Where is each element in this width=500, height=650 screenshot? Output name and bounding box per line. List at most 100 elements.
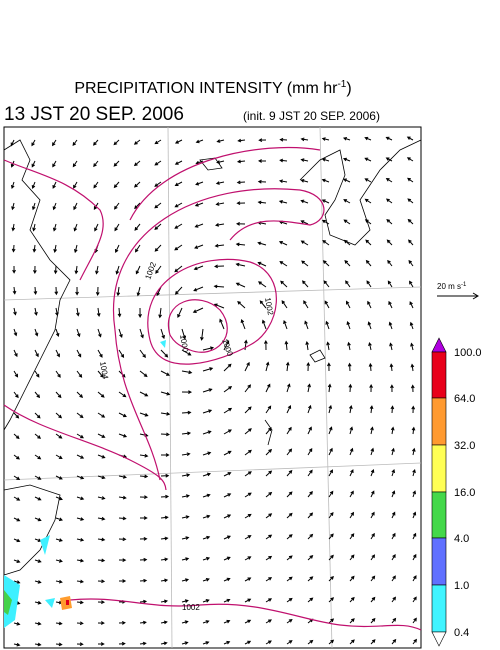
wind-arrow: [343, 178, 351, 183]
wind-arrow: [97, 391, 105, 398]
isobar: [3, 404, 167, 491]
wind-arrow: [349, 575, 355, 582]
wind-arrow: [160, 370, 170, 376]
wind-arrow: [367, 321, 372, 330]
wind-arrow: [13, 517, 21, 522]
wind-arrow: [300, 158, 309, 162]
wind-arrow: [160, 453, 170, 457]
wind-arrow: [244, 640, 252, 645]
wind-arrow: [154, 223, 162, 230]
rain-area: [40, 535, 55, 608]
wind-arrow: [244, 361, 250, 372]
wind-arrow: [286, 576, 293, 582]
wind-arrow: [306, 361, 311, 372]
wind-arrow: [300, 199, 309, 204]
wind-arrow: [115, 265, 120, 275]
wind-arrow: [76, 328, 81, 338]
colorbar-labels: 100.0 64.0 32.0 16.0 4.0 1.0 0.4: [454, 347, 482, 639]
wind-arrow: [139, 557, 148, 562]
wind-arrow: [118, 641, 126, 646]
wind-arrow: [328, 597, 335, 603]
colorbar-label: 100.0: [454, 347, 482, 359]
wind-arrow: [181, 599, 189, 603]
wind-arrow: [307, 554, 314, 561]
title-exponent: -1: [337, 79, 346, 90]
isobar: [167, 299, 228, 353]
wind-arrow: [349, 554, 355, 561]
wind-arrow: [412, 617, 417, 624]
wind-arrow: [160, 328, 165, 340]
colorbar-label: 16.0: [454, 487, 475, 499]
wind-arrow: [391, 554, 396, 561]
wind-arrow: [12, 286, 17, 295]
wind-arrow: [349, 469, 354, 477]
wind-arrow: [202, 472, 212, 477]
graticule: [3, 126, 422, 649]
wind-arrow: [385, 198, 393, 204]
wind-arrow: [349, 511, 355, 519]
wind-arrow: [410, 384, 415, 393]
wind-arrow: [34, 433, 42, 439]
wind-arrow: [349, 533, 355, 540]
wind-arrow: [55, 517, 63, 522]
wind-arrow: [223, 407, 233, 414]
wind-arrow: [154, 244, 162, 252]
wind-arrow: [370, 447, 375, 456]
wind-arrow: [76, 621, 84, 626]
colorbar-bin: [431, 444, 447, 493]
wind-arrow: [72, 139, 78, 146]
wind-arrow: [154, 181, 162, 187]
wind-arrow: [76, 600, 84, 605]
wind-scale-text: 20 m s: [437, 282, 461, 291]
wind-arrow: [286, 383, 291, 393]
wind-arrow: [195, 181, 204, 186]
wind-arrow: [194, 202, 204, 207]
wind-arrow: [391, 532, 396, 540]
wind-arrow: [31, 160, 36, 168]
wind-arrow: [321, 219, 330, 225]
wind-arrow: [181, 410, 192, 415]
wind-arrow: [258, 281, 267, 288]
wind-arrow: [55, 349, 60, 358]
wind-arrow: [347, 362, 352, 372]
wind-arrow: [279, 137, 288, 142]
wind-arrow: [307, 597, 314, 603]
wind-arrow: [391, 575, 396, 582]
wind-arrow: [328, 469, 333, 477]
isobar-label: 1002: [263, 297, 275, 317]
wind-arrow: [261, 319, 267, 330]
wind-arrow: [342, 157, 351, 162]
wind-arrow: [322, 260, 330, 267]
wind-arrow: [370, 532, 375, 540]
wind-arrow: [10, 139, 15, 147]
wind-arrow: [223, 450, 232, 456]
wind-arrow: [55, 579, 63, 584]
map-area: 1002 1000 1002 1004 1000 1002: [3, 126, 422, 649]
wind-arrow: [194, 223, 204, 228]
wind-arrow: [328, 575, 334, 582]
wind-arrow: [304, 320, 309, 330]
grid-line: [167, 126, 173, 649]
wind-arrow: [97, 454, 106, 459]
wind-arrow: [134, 244, 141, 253]
wind-arrow: [307, 533, 314, 540]
wind-arrow: [387, 280, 393, 288]
wind-arrow: [55, 475, 63, 480]
wind-arrow: [13, 642, 21, 647]
wind-arrow: [97, 433, 106, 438]
wind-arrow: [365, 239, 372, 246]
wind-arrow: [34, 496, 42, 501]
wind-arrow: [202, 346, 215, 351]
precipitation: [4, 340, 166, 628]
wind-arrow: [265, 383, 271, 393]
wind-arrow: [54, 286, 59, 296]
wind-arrow: [13, 475, 21, 481]
wind-arrow: [343, 239, 351, 246]
wind-arrow: [136, 286, 141, 297]
wind-arrow: [133, 139, 141, 145]
wind-arrow: [97, 558, 106, 563]
wind-arrow: [10, 181, 15, 189]
wind-arrow: [181, 536, 190, 540]
isobar-label: 1000: [178, 334, 190, 354]
wind-arrow: [240, 318, 246, 330]
